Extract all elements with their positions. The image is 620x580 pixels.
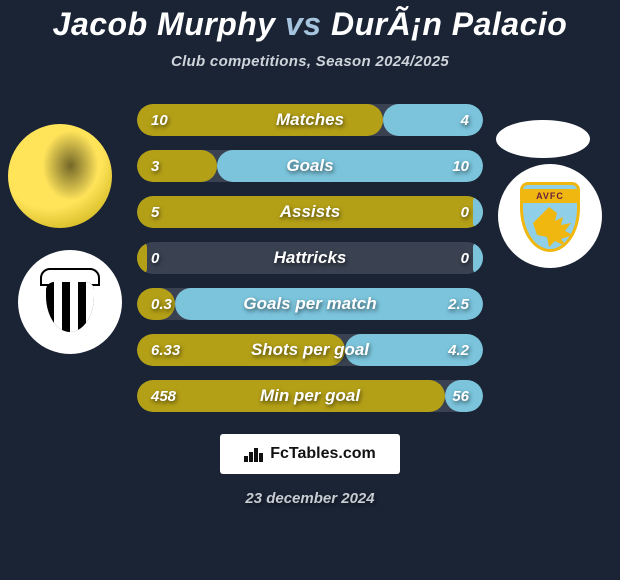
player-photo-right bbox=[496, 120, 590, 158]
stat-label: Hattricks bbox=[137, 248, 483, 268]
fctables-label: FcTables.com bbox=[270, 445, 376, 463]
fctables-logo[interactable]: FcTables.com bbox=[220, 434, 400, 474]
title-player-right: DurÃ¡n Palacio bbox=[331, 6, 567, 42]
player-photo-left bbox=[8, 124, 112, 228]
stat-label: Goals bbox=[137, 156, 483, 176]
stat-value-right: 56 bbox=[452, 388, 469, 405]
stat-row: 6.33Shots per goal4.2 bbox=[137, 334, 483, 366]
title-player-left: Jacob Murphy bbox=[53, 6, 276, 42]
stat-value-right: 4.2 bbox=[448, 342, 469, 359]
club-badge-left bbox=[18, 250, 122, 354]
stat-row: 458Min per goal56 bbox=[137, 380, 483, 412]
stat-label: Goals per match bbox=[137, 294, 483, 314]
stat-row: 10Matches4 bbox=[137, 104, 483, 136]
club-badge-right: AVFC bbox=[498, 164, 602, 268]
stat-row: 3Goals10 bbox=[137, 150, 483, 182]
newcastle-crest-icon bbox=[30, 262, 110, 342]
avfc-text: AVFC bbox=[523, 189, 577, 203]
stat-row: 0Hattricks0 bbox=[137, 242, 483, 274]
stat-row: 5Assists0 bbox=[137, 196, 483, 228]
stat-label: Shots per goal bbox=[137, 340, 483, 360]
stat-label: Assists bbox=[137, 202, 483, 222]
aston-villa-crest-icon: AVFC bbox=[510, 176, 590, 256]
stat-value-right: 4 bbox=[461, 112, 469, 129]
subtitle: Club competitions, Season 2024/2025 bbox=[0, 53, 620, 70]
stat-value-right: 10 bbox=[452, 158, 469, 175]
footer-date: 23 december 2024 bbox=[0, 490, 620, 507]
stat-value-right: 0 bbox=[461, 204, 469, 221]
stat-row: 0.3Goals per match2.5 bbox=[137, 288, 483, 320]
stats-container: 10Matches43Goals105Assists00Hattricks00.… bbox=[137, 104, 483, 412]
stat-value-right: 0 bbox=[461, 250, 469, 267]
page-title: Jacob Murphy vs DurÃ¡n Palacio bbox=[0, 0, 620, 43]
stat-label: Matches bbox=[137, 110, 483, 130]
stat-label: Min per goal bbox=[137, 386, 483, 406]
title-vs: vs bbox=[285, 6, 322, 42]
stat-value-right: 2.5 bbox=[448, 296, 469, 313]
bar-chart-icon bbox=[244, 446, 264, 462]
